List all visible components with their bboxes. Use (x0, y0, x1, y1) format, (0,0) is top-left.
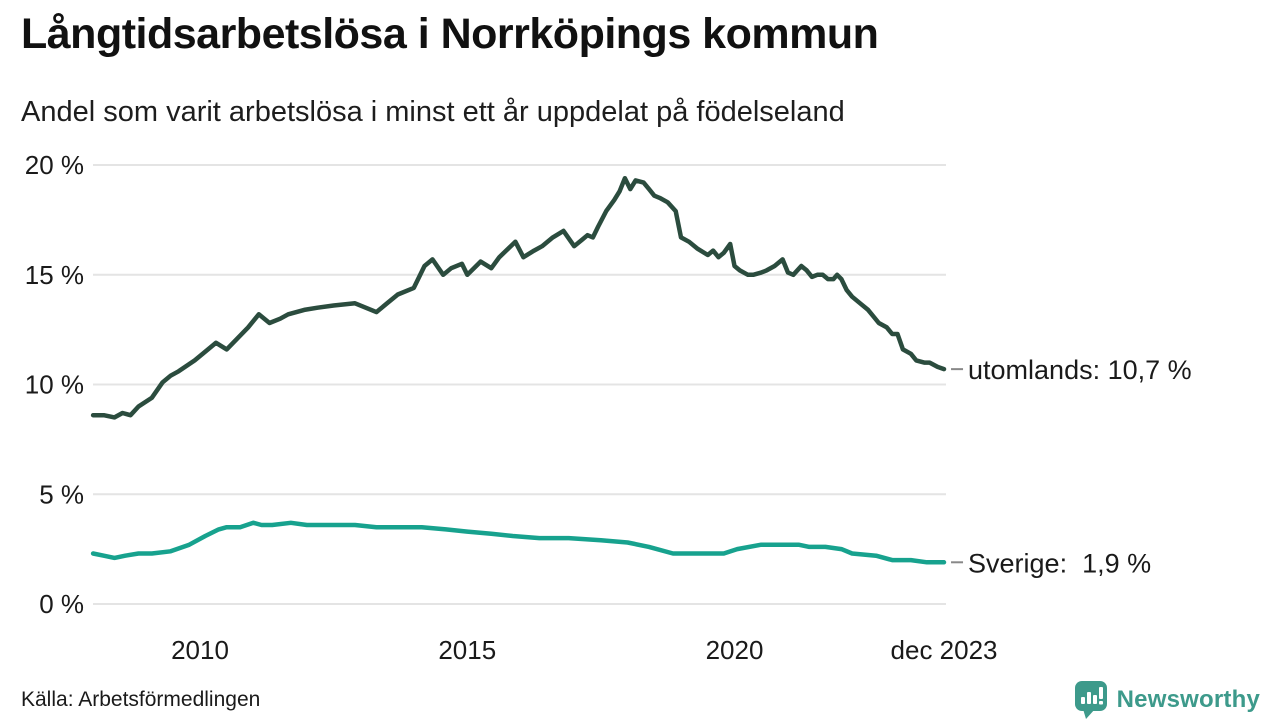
source-note: Källa: Arbetsförmedlingen (21, 688, 261, 711)
y-tick-label: 0 % (39, 589, 84, 619)
y-tick-label: 20 % (25, 150, 84, 180)
x-tick-label: 2020 (706, 635, 764, 665)
chart-title: Långtidsarbetslösa i Norrköpings kommun (21, 10, 879, 58)
series-label-utomlands: utomlands: 10,7 % (968, 355, 1192, 385)
x-tick-label: dec 2023 (891, 635, 998, 665)
brand-logo: Newsworthy (1072, 680, 1260, 720)
y-tick-label: 5 % (39, 479, 84, 509)
x-tick-label: 2015 (438, 635, 496, 665)
newsworthy-icon (1074, 681, 1107, 719)
series-line-utomlands (90, 175, 947, 420)
y-tick-label: 15 % (25, 260, 84, 290)
brand-name: Newsworthy (1116, 686, 1260, 713)
series-line-sverige (90, 520, 947, 565)
chart-subtitle: Andel som varit arbetslösa i minst ett å… (21, 96, 845, 128)
x-tick-label: 2010 (171, 635, 229, 665)
y-tick-label: 10 % (25, 370, 84, 400)
series-label-sverige: Sverige: 1,9 % (968, 548, 1151, 578)
